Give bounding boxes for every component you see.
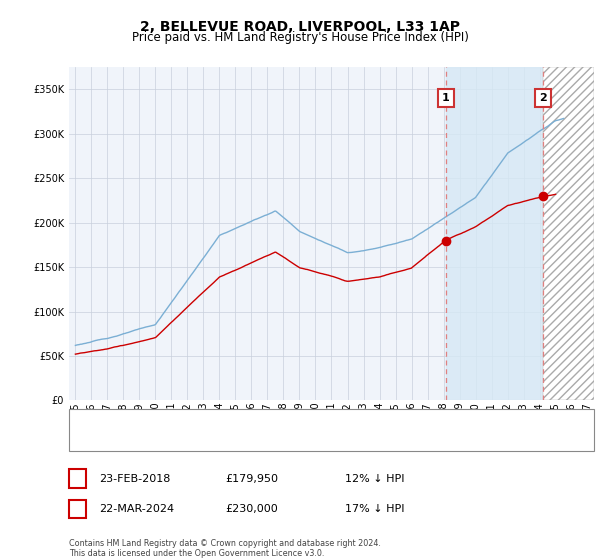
Text: 1: 1 — [74, 474, 81, 484]
Text: 1: 1 — [442, 94, 450, 103]
Text: Contains HM Land Registry data © Crown copyright and database right 2024.
This d: Contains HM Land Registry data © Crown c… — [69, 539, 381, 558]
Bar — [446, 67, 543, 400]
Text: HPI: Average price, detached house, Knowsley: HPI: Average price, detached house, Know… — [121, 434, 363, 444]
Text: 17% ↓ HPI: 17% ↓ HPI — [345, 504, 404, 514]
Text: 2, BELLEVUE ROAD, LIVERPOOL, L33 1AP: 2, BELLEVUE ROAD, LIVERPOOL, L33 1AP — [140, 20, 460, 34]
Text: 12% ↓ HPI: 12% ↓ HPI — [345, 474, 404, 484]
Text: 23-FEB-2018: 23-FEB-2018 — [99, 474, 170, 484]
Text: 22-MAR-2024: 22-MAR-2024 — [99, 504, 174, 514]
Text: £230,000: £230,000 — [225, 504, 278, 514]
Text: 2: 2 — [74, 504, 81, 514]
Text: Price paid vs. HM Land Registry's House Price Index (HPI): Price paid vs. HM Land Registry's House … — [131, 31, 469, 44]
Text: 2: 2 — [539, 94, 547, 103]
Text: £179,950: £179,950 — [225, 474, 278, 484]
Text: 2, BELLEVUE ROAD, LIVERPOOL, L33 1AP (detached house): 2, BELLEVUE ROAD, LIVERPOOL, L33 1AP (de… — [121, 417, 429, 427]
